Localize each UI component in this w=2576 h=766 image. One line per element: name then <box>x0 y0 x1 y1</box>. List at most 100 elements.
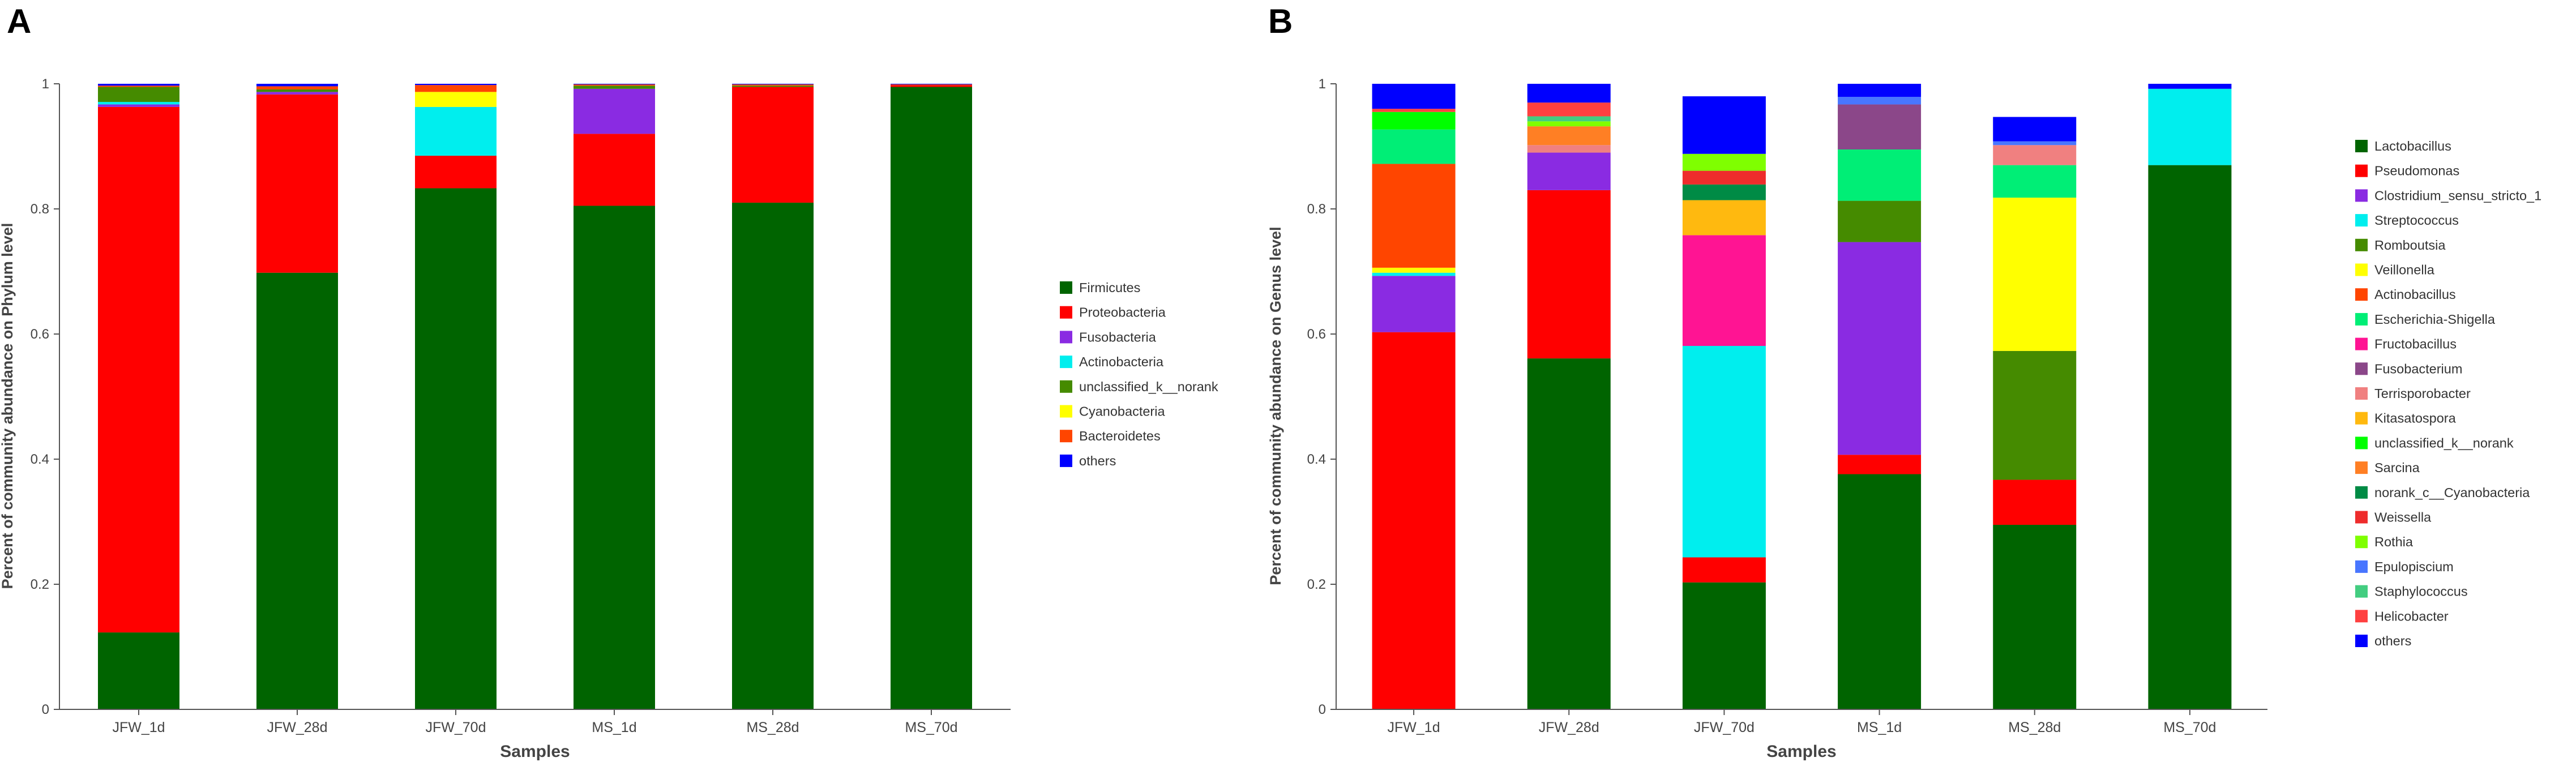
legend-label: Proteobacteria <box>1079 305 1166 320</box>
legend-item-bacteroidetes: Bacteroidetes <box>1060 429 1161 443</box>
bar-stack-jfw-1d <box>98 84 179 709</box>
y-tick-label: 1 <box>42 76 49 92</box>
legend-item-fructobacillus: Fructobacillus <box>2355 337 2457 352</box>
bar-segment-epulopiscium <box>1838 97 1922 105</box>
bar-segment-others <box>1372 84 1456 109</box>
legend-swatch <box>2355 437 2368 450</box>
legend-item-actinobacillus: Actinobacillus <box>2355 287 2456 302</box>
bar-segment-bacteroidetes <box>574 84 655 86</box>
legend-label: Cyanobacteria <box>1079 404 1165 419</box>
bar-segment-bacteroidetes <box>415 85 497 92</box>
bar-segment-veillonella <box>1993 198 2077 351</box>
legend: Firmicutes Proteobacteria Fusobacteria Acti… <box>1060 280 1218 468</box>
legend-swatch <box>2355 214 2368 227</box>
bar-stack-jfw-70d <box>415 84 497 709</box>
bar-stack-jfw-70d <box>1682 96 1766 709</box>
bar-segment-bacteroidetes <box>256 86 338 89</box>
bar-segment-terrisporobacter <box>1993 145 2077 165</box>
legend-item-veillonella: Veillonella <box>2355 263 2435 277</box>
y-tick-label: 0.2 <box>31 577 49 592</box>
x-tick-label: MS_28d <box>746 720 799 735</box>
bar-segment-rothia <box>1527 121 1611 127</box>
y-tick-label: 0 <box>1319 702 1326 717</box>
phylum-chart-panel: A 0 0.2 0.4 0.6 0.8 1 JFW_1d JFW_28d JFW_70d MS_1… <box>0 0 1268 766</box>
bar-segment-bacteroidetes <box>732 84 814 86</box>
x-tick-label: MS_70d <box>905 720 957 735</box>
bar-segment-bacteroidetes <box>98 85 179 87</box>
bar-segment-lactobacillus <box>2148 165 2232 709</box>
bar-segment-lactobacillus <box>1527 358 1611 709</box>
legend-label: Weissella <box>2374 510 2432 525</box>
x-tick-label: MS_1d <box>592 720 636 735</box>
bar-segment-actinobacteria <box>98 102 179 105</box>
y-tick-label: 0.4 <box>31 452 49 467</box>
genus-chart-panel: B 0 0.2 0.4 0.6 0.8 1 JFW_1d JFW_28d JFW_70d MS_1… <box>1268 0 2576 766</box>
phylum-stacked-bar-chart: A 0 0.2 0.4 0.6 0.8 1 JFW_1d JFW_28d JFW_70d MS_1… <box>0 2 1218 761</box>
bar-segment-firmicutes <box>256 272 338 710</box>
legend-swatch <box>2355 164 2368 177</box>
bar-segment-firmicutes <box>732 202 814 709</box>
bar-segment-pseudomonas <box>1682 557 1766 583</box>
legend-label: Rothia <box>2374 534 2414 549</box>
bar-segment-pseudomonas <box>1993 480 2077 525</box>
legend-label: unclassified_k__norank <box>2374 435 2514 450</box>
bar-segment-epulopiscium <box>1993 141 2077 146</box>
x-tick-label: MS_28d <box>2008 720 2061 735</box>
legend-item-kitasatospora: Kitasatospora <box>2355 411 2457 426</box>
bar-segment-unclassified-k-norank <box>256 89 338 92</box>
legend-label: Kitasatospora <box>2374 411 2457 426</box>
bar-segment-lactobacillus <box>1682 582 1766 709</box>
legend-label: others <box>1079 453 1116 468</box>
legend-item-helicobacter: Helicobacter <box>2355 609 2449 623</box>
bar-segment-kitasatospora <box>1682 200 1766 236</box>
bar-segment-pseudomonas <box>1838 455 1922 474</box>
bar-segment-others <box>1527 84 1611 103</box>
legend-label: Veillonella <box>2374 263 2435 277</box>
legend-label: Romboutsia <box>2374 238 2446 253</box>
bar-segment-pseudomonas <box>1527 190 1611 359</box>
legend-label: Fructobacillus <box>2374 337 2457 352</box>
bar-segment-others <box>98 84 179 86</box>
bar-segment-proteobacteria <box>574 134 655 206</box>
legend-item-fusobacterium: Fusobacterium <box>2355 361 2462 376</box>
legend-swatch <box>1060 331 1072 344</box>
bar-segment-escherichia-shigella <box>1838 149 1922 201</box>
bar-segment-fusobacteria <box>256 92 338 95</box>
bar-segment-helicobacter <box>1527 102 1611 117</box>
legend-item-epulopiscium: Epulopiscium <box>2355 559 2454 574</box>
legend-swatch <box>2355 412 2368 425</box>
legend: Lactobacillus Pseudomonas Clostridium_sens… <box>2355 139 2541 648</box>
panel-label: B <box>1268 2 1293 40</box>
bar-segment-lactobacillus <box>1838 474 1922 709</box>
legend-swatch <box>2355 362 2368 375</box>
legend-swatch <box>2355 635 2368 647</box>
legend-item-pseudomonas: Pseudomonas <box>2355 164 2459 178</box>
legend-label: unclassified_k__norank <box>1079 379 1218 394</box>
legend-swatch <box>1060 356 1072 369</box>
legend-item-terrisporobacter: Terrisporobacter <box>2355 386 2471 401</box>
bar-segment-firmicutes <box>891 87 972 709</box>
x-tick-label: JFW_70d <box>426 720 486 735</box>
x-axis-title: Samples <box>500 742 570 761</box>
bar-segment-helicobacter <box>1372 109 1456 112</box>
legend-swatch <box>2355 560 2368 573</box>
bar-segment-escherichia-shigella <box>1993 165 2077 198</box>
bar-segment-escherichia-shigella <box>1372 129 1456 164</box>
legend-item-norank-c-cyanobacteria: norank_c__Cyanobacteria <box>2355 485 2530 500</box>
bar-segment-pseudomonas <box>1372 332 1456 709</box>
legend-swatch <box>2355 610 2368 623</box>
bar-segment-cyanobacteria <box>415 92 497 107</box>
legend-item-staphylococcus: Staphylococcus <box>2355 584 2468 599</box>
bar-segment-terrisporobacter <box>1527 145 1611 153</box>
bar-segment-sarcina <box>1527 126 1611 146</box>
legend-label: Fusobacterium <box>2374 361 2462 376</box>
y-tick-label: 0.6 <box>31 327 49 342</box>
legend-item-romboutsia: Romboutsia <box>2355 238 2446 253</box>
y-axis-title: Percent of community abundance on Phylum… <box>0 223 16 589</box>
legend-swatch <box>1060 430 1072 443</box>
legend-swatch <box>1060 380 1072 393</box>
bar-stack-jfw-1d <box>1372 84 1456 709</box>
bar-segment-clostridium-sensu-stricto-1 <box>1838 242 1922 455</box>
bar-segment-fusobacteria <box>574 88 655 134</box>
legend-item-rothia: Rothia <box>2355 534 2414 549</box>
